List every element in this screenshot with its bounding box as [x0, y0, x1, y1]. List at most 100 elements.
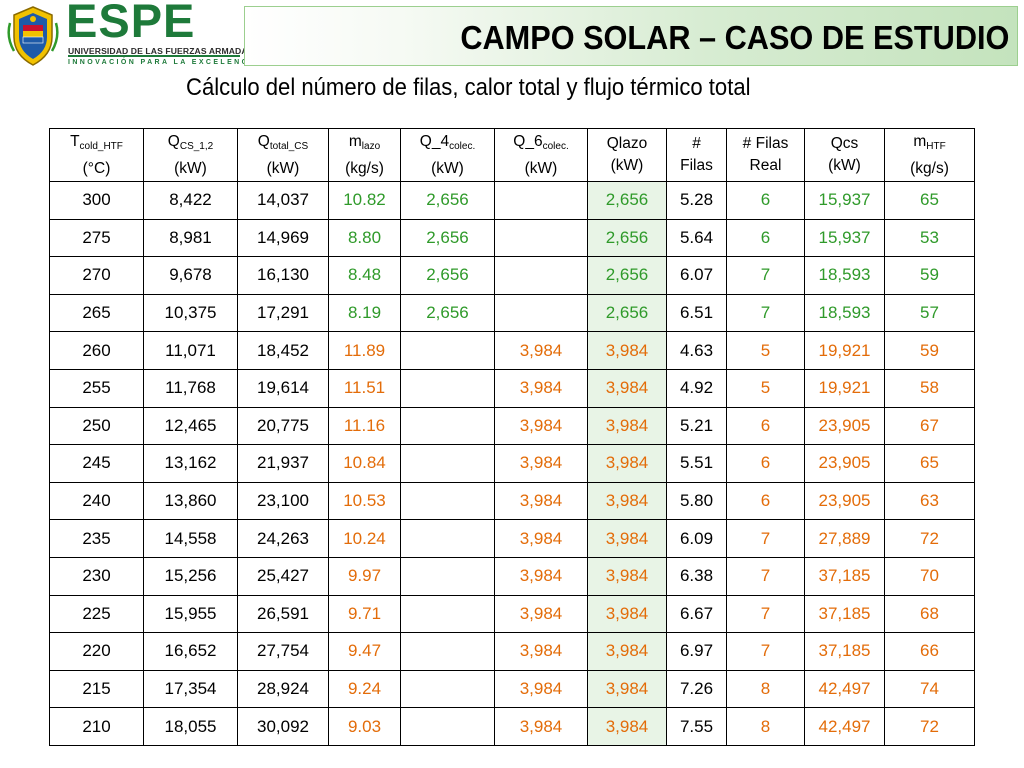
table-cell: 3,984 [587, 406, 667, 446]
table-cell: 3,984 [587, 519, 667, 558]
table-cell: 3,984 [494, 368, 588, 408]
table-cell: 67 [884, 406, 975, 446]
table-cell: 235 [49, 519, 144, 558]
table-cell: 245 [49, 444, 144, 483]
table-row: 215 17,354 28,924 9.24 3,984 3,984 7.26 8 42,497… [49, 669, 975, 709]
column-header: Qlazo (kW) [587, 128, 667, 182]
title-banner: CAMPO SOLAR – CASO DE ESTUDIO [244, 6, 1018, 66]
table-cell: 8.80 [328, 218, 401, 258]
table-cell: 5.64 [666, 218, 727, 258]
table-row: 265 10,375 17,291 8.19 2,656 2,656 6.51 7 18,593… [49, 293, 975, 333]
table-cell: 225 [49, 594, 144, 634]
table-cell: 6.97 [666, 632, 727, 671]
table-cell: 265 [49, 293, 144, 333]
table-cell: 25,427 [237, 556, 329, 596]
table-row: 220 16,652 27,754 9.47 3,984 3,984 6.97 7 37,185… [49, 632, 975, 671]
table-row: 255 11,768 19,614 11.51 3,984 3,984 4.92 5 19,92… [49, 368, 975, 408]
column-header-subscript: lazo [361, 140, 381, 152]
table-cell: 240 [49, 481, 144, 521]
column-header-unit: (kg/s) [345, 159, 384, 177]
column-header-unit: (kW) [174, 159, 207, 177]
table-cell: 6 [726, 481, 805, 521]
table-cell: 63 [884, 481, 975, 521]
table-cell: 11.16 [328, 406, 401, 446]
table-cell: 17,291 [237, 293, 329, 333]
column-header: # Filas Real [726, 128, 805, 182]
table-cell: 3,984 [494, 444, 588, 483]
table-cell: 2,656 [400, 218, 495, 258]
table-cell: 72 [884, 707, 975, 746]
table-cell: 66 [884, 632, 975, 671]
table-cell: 3,984 [587, 368, 667, 408]
table-cell: 42,497 [804, 707, 885, 746]
table-cell: 5.80 [666, 481, 727, 521]
table-cell: 6.51 [666, 293, 727, 333]
table-cell: 53 [884, 218, 975, 258]
table-cell: 3,984 [587, 594, 667, 634]
table-cell: 15,955 [143, 594, 238, 634]
table-cell: 3,984 [494, 632, 588, 671]
table-cell: 9.24 [328, 669, 401, 709]
column-header-main: T [70, 132, 80, 150]
table-cell: 59 [884, 331, 975, 370]
table-cell: 8.48 [328, 256, 401, 295]
table-cell: 7.55 [666, 707, 727, 746]
table-cell: 27,754 [237, 632, 329, 671]
table-cell: 3,984 [587, 331, 667, 370]
table-row: 250 12,465 20,775 11.16 3,984 3,984 5.21 6 23,90… [49, 406, 975, 446]
column-header-subscript: colec. [542, 140, 569, 152]
table-cell: 2,656 [587, 256, 667, 295]
table-cell: 250 [49, 406, 144, 446]
column-header-unit: (kg/s) [910, 159, 949, 177]
table-cell: 5.28 [666, 181, 727, 220]
table-cell: 10.24 [328, 519, 401, 558]
column-header-main: Q_6 [513, 132, 543, 150]
table-row: 225 15,955 26,591 9.71 3,984 3,984 6.67 7 37,185… [49, 594, 975, 634]
table-cell [400, 331, 495, 370]
table-cell: 6.38 [666, 556, 727, 596]
table-cell: 6.67 [666, 594, 727, 634]
table-cell: 17,354 [143, 669, 238, 709]
table-cell: 13,162 [143, 444, 238, 483]
table-cell: 20,775 [237, 406, 329, 446]
results-table: Tcold_HTF (°C) QCS_1,2 (kW) Qtotal_CS (kW) mla… [49, 128, 975, 746]
column-header-main: # [692, 135, 701, 152]
table-cell: 37,185 [804, 556, 885, 596]
table-cell: 4.92 [666, 368, 727, 408]
table-cell: 14,969 [237, 218, 329, 258]
column-header-subscript: total_CS [269, 140, 309, 152]
table-cell: 8.19 [328, 293, 401, 333]
table-cell [400, 519, 495, 558]
table-cell: 2,656 [400, 181, 495, 220]
table-cell: 220 [49, 632, 144, 671]
table-header-row: Tcold_HTF (°C) QCS_1,2 (kW) Qtotal_CS (kW) mla… [49, 128, 975, 182]
table-cell: 16,652 [143, 632, 238, 671]
table-cell: 3,984 [494, 519, 588, 558]
table-cell: 7.26 [666, 669, 727, 709]
column-header-main: Qcs [830, 135, 859, 152]
table-cell: 58 [884, 368, 975, 408]
table-cell: 21,937 [237, 444, 329, 483]
table-cell: 37,185 [804, 594, 885, 634]
table-cell [400, 406, 495, 446]
table-cell [400, 632, 495, 671]
table-cell: 6 [726, 181, 805, 220]
table-cell [494, 293, 588, 333]
table-cell: 255 [49, 368, 144, 408]
table-cell: 9.47 [328, 632, 401, 671]
table-cell: 23,905 [804, 406, 885, 446]
column-header: Q_4colec. (kW) [400, 128, 495, 182]
table-cell: 3,984 [587, 444, 667, 483]
table-cell: 6 [726, 218, 805, 258]
table-cell: 28,924 [237, 669, 329, 709]
column-header-unit: (kW) [266, 159, 300, 177]
table-cell: 8,422 [143, 181, 238, 220]
table-cell: 9.03 [328, 707, 401, 746]
column-header-subscript: cold_HTF [79, 140, 123, 152]
table-cell: 270 [49, 256, 144, 295]
table-row: 275 8,981 14,969 8.80 2,656 2,656 5.64 6 15,937 5… [49, 218, 975, 258]
slide-subtitle: Cálculo del número de filas, calor total… [186, 74, 751, 101]
table-cell: 9,678 [143, 256, 238, 295]
table-cell: 8 [726, 669, 805, 709]
table-cell: 7 [726, 293, 805, 333]
